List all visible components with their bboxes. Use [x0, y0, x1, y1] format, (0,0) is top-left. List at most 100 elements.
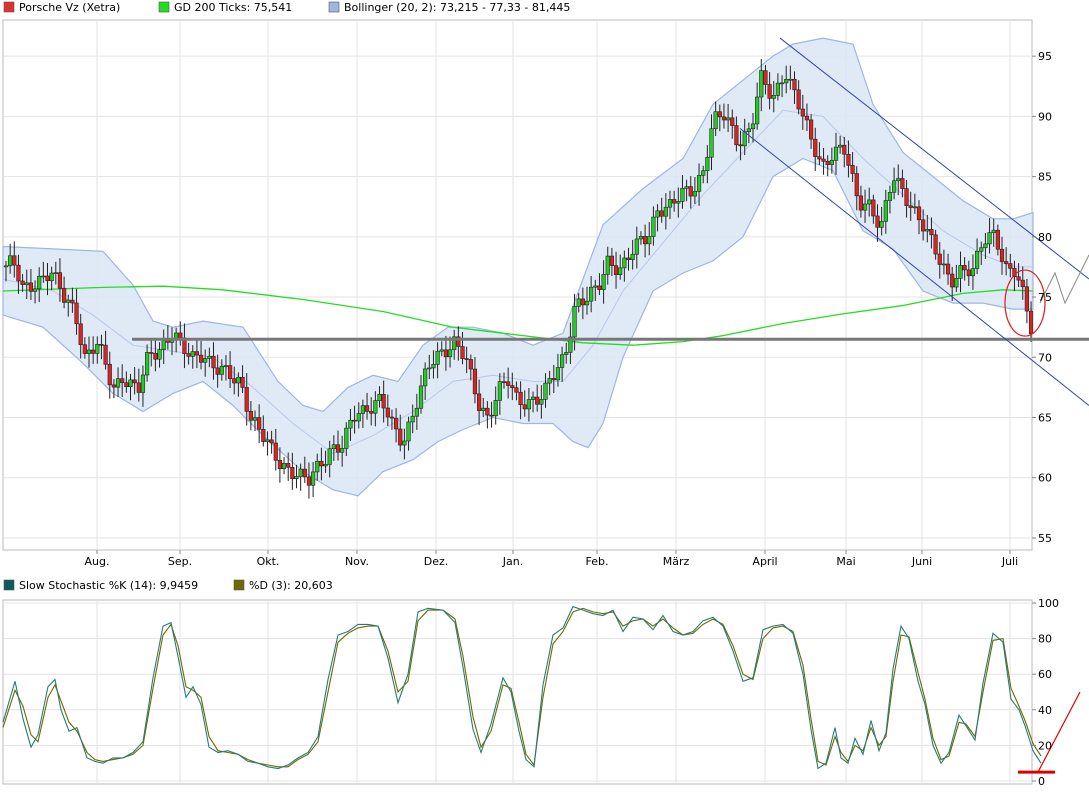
candle-up [692, 191, 697, 197]
stochastic-grid [3, 600, 1032, 784]
candle-up [539, 399, 544, 405]
candle-up [742, 131, 747, 147]
price-panel: 55 60 65 70 75 80 85 90 95 Aug. Sep. Okt. Nov. Dez. J… [2, 19, 1089, 568]
candle-down [916, 206, 922, 221]
candle-up [755, 96, 760, 125]
candle-down [518, 391, 523, 406]
price-x-tick-label: Aug. [85, 555, 110, 568]
price-y-tick-label: 70 [1038, 351, 1052, 364]
candle-down [273, 442, 278, 461]
candle-up [970, 268, 976, 277]
candle-up [3, 265, 9, 268]
candle-up [954, 277, 959, 288]
candle-down [721, 116, 727, 121]
candle-down [194, 351, 200, 356]
candle-down [460, 346, 465, 359]
candle-down [995, 229, 1000, 250]
candle-up [145, 352, 150, 376]
price-y-tick-label: 95 [1038, 50, 1052, 63]
candle-up [128, 379, 133, 388]
candle-up [236, 376, 241, 384]
candle-down [1020, 279, 1025, 288]
candle-down [510, 385, 515, 389]
candle-up [327, 448, 332, 465]
candle-down [850, 165, 855, 174]
candle-up [891, 180, 897, 193]
candle-up [746, 128, 751, 133]
price-x-tick-label: Juni [911, 555, 932, 568]
candle-up [630, 253, 635, 260]
candle-down [261, 428, 266, 442]
candle-up [8, 255, 13, 267]
candle-down [796, 89, 801, 110]
candle-down [232, 378, 237, 384]
candle-up [414, 407, 419, 417]
candle-up [651, 216, 656, 237]
candle-up [709, 128, 714, 158]
candle-down [626, 257, 631, 260]
candle-up [203, 358, 208, 363]
candle-down [244, 387, 249, 412]
candle-up [452, 336, 457, 351]
price-y-axis: 55 60 65 70 75 80 85 90 95 [1032, 50, 1052, 545]
candle-up [771, 95, 776, 99]
candle-up [696, 175, 702, 192]
candle-up [705, 156, 710, 172]
price-y-tick-label: 55 [1038, 532, 1052, 545]
candle-down [767, 84, 772, 99]
candle-down [929, 229, 934, 236]
candle-down [61, 287, 67, 303]
candle-down [443, 349, 449, 358]
candle-up [638, 236, 644, 240]
candle-up [526, 399, 531, 410]
candle-up [784, 78, 789, 84]
candle-down [149, 352, 154, 354]
price-y-tick-label: 75 [1038, 291, 1052, 304]
candle-up [161, 339, 166, 350]
candle-up [410, 415, 415, 423]
legend-label: %D (3): 20,603 [249, 579, 333, 592]
candle-up [219, 365, 224, 375]
price-grid [3, 20, 1032, 550]
stochastic-k-line [2, 605, 1042, 770]
candle-up [32, 288, 38, 292]
candle-down [1028, 310, 1034, 334]
candle-down [800, 108, 805, 117]
candle-up [725, 117, 731, 121]
candle-down [124, 382, 129, 388]
candle-down [464, 358, 469, 360]
candle-up [49, 272, 54, 282]
candle-down [717, 111, 722, 118]
candle-up [867, 199, 872, 205]
candle-up [252, 417, 258, 421]
candle-down [269, 439, 274, 444]
candle-up [115, 378, 121, 388]
candle-up [883, 200, 888, 222]
candle-down [468, 359, 473, 370]
candle-up [862, 203, 868, 211]
candle-down [489, 414, 494, 417]
candle-down [369, 411, 374, 414]
candle-down [28, 282, 34, 292]
trend-channel-lower [739, 128, 1089, 406]
candle-up [713, 111, 718, 130]
candle-down [842, 144, 847, 155]
candle-down [393, 417, 399, 430]
candle-up [833, 146, 839, 161]
candle-up [925, 229, 930, 232]
candle-down [551, 378, 556, 381]
stochastic-y-tick-label: 80 [1038, 633, 1052, 646]
candle-up [340, 448, 345, 453]
stochastic-y-tick-label: 40 [1038, 704, 1052, 717]
price-annotations [132, 37, 1089, 406]
candle-up [663, 206, 668, 217]
candle-up [530, 396, 536, 400]
candle-up [344, 427, 349, 449]
price-x-tick-label: Mai [836, 555, 855, 568]
stochastic-y-axis: 0 20 40 60 80 100 [1032, 597, 1059, 788]
legend-swatch [328, 1, 340, 13]
candle-down [91, 349, 96, 354]
candle-up [360, 405, 366, 414]
legend-swatch [3, 579, 15, 591]
candle-up [497, 381, 502, 401]
